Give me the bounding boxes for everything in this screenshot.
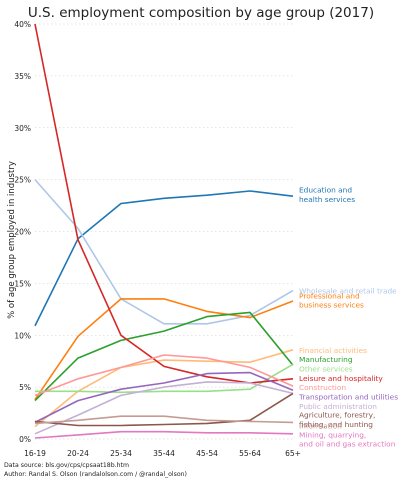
x-tick-label: 25-34 bbox=[110, 449, 132, 458]
series-line bbox=[34, 430, 294, 439]
x-tick-label: 45-54 bbox=[196, 449, 218, 458]
y-tick-label: 15% bbox=[14, 279, 31, 288]
series-line bbox=[34, 371, 294, 424]
series-label: Education and health services bbox=[299, 186, 355, 204]
series-label: Manufacturing bbox=[299, 355, 353, 364]
y-tick-label: 20% bbox=[14, 228, 31, 237]
y-axis-label: % of age group employed in industry bbox=[7, 161, 17, 319]
author-note: Author: Randal S. Olson (randalolson.com… bbox=[4, 470, 187, 478]
series-label: Mining, quarrying, and oil and gas extrac… bbox=[299, 430, 396, 448]
series-line bbox=[34, 23, 294, 384]
chart-title: U.S. employment composition by age group… bbox=[28, 5, 374, 21]
series-label: Information bbox=[299, 422, 342, 431]
series-labels: Education and health services Wholesale an… bbox=[298, 186, 398, 449]
series-label: Transportation and utilities bbox=[298, 392, 398, 401]
series-line bbox=[34, 298, 294, 401]
y-tick-label: 10% bbox=[14, 331, 31, 340]
x-tick-label: 65+ bbox=[285, 449, 301, 458]
series-label: Agriculture, forestry, fishing, and hunti… bbox=[299, 411, 375, 429]
y-tick-label: 0% bbox=[19, 435, 31, 444]
series-line bbox=[34, 381, 294, 435]
y-tick-label: 5% bbox=[19, 383, 31, 392]
series-label: Professional and business services bbox=[299, 291, 364, 309]
series-line bbox=[34, 311, 294, 402]
series-line bbox=[34, 179, 294, 325]
x-tick-labels: 16-19 20-24 25-34 35-44 45-54 55-64 65+ bbox=[24, 449, 301, 458]
x-tick-label: 35-44 bbox=[153, 449, 175, 458]
gridlines bbox=[35, 23, 293, 440]
y-tick-label: 35% bbox=[14, 72, 31, 81]
y-tick-labels: 0% 5% 10% 15% 20% 25% 30% 35% 40% bbox=[14, 20, 31, 444]
series-label: Wholesale and retail trade bbox=[299, 287, 397, 296]
y-tick-label: 40% bbox=[14, 20, 31, 29]
x-tick-label: 20-24 bbox=[67, 449, 89, 458]
series-label: Public administration bbox=[299, 402, 377, 411]
series-lines bbox=[34, 23, 294, 439]
series-line bbox=[34, 392, 294, 427]
x-tick-label: 16-19 bbox=[24, 449, 46, 458]
y-tick-label: 25% bbox=[14, 176, 31, 185]
series-line bbox=[35, 363, 294, 394]
x-tick-label: 55-64 bbox=[239, 449, 261, 458]
series-label: Leisure and hospitality bbox=[299, 374, 383, 383]
series-label: Financial activities bbox=[299, 346, 367, 355]
series-line bbox=[34, 415, 294, 425]
series-label: Construction bbox=[299, 383, 346, 392]
series-line bbox=[34, 190, 294, 327]
source-note: Data source: bls.gov/cps/cpsaat18b.htm bbox=[4, 462, 129, 469]
series-label: Other services bbox=[299, 364, 353, 373]
y-tick-label: 30% bbox=[14, 124, 31, 133]
series-line bbox=[34, 354, 294, 397]
